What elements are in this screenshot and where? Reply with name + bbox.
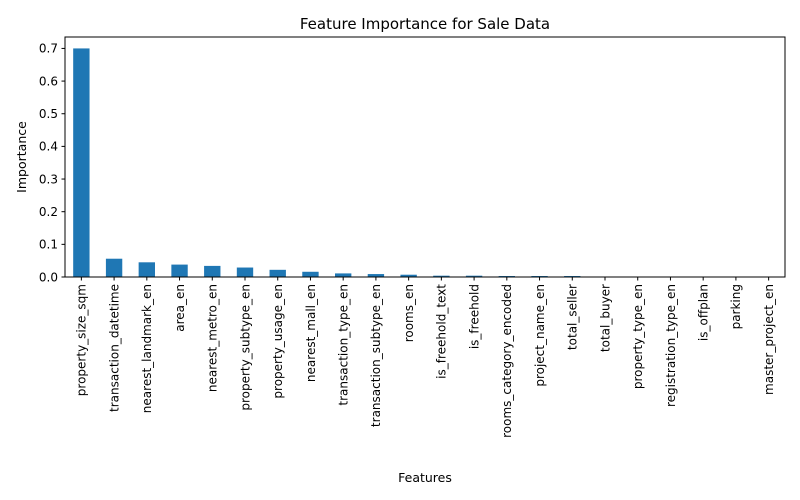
bar-property-usage-en xyxy=(269,269,286,277)
x-tick-label: transaction_subtype_en xyxy=(369,284,383,427)
x-tick-label: master_project_en xyxy=(762,284,776,395)
bar-property-size-sqm xyxy=(73,48,90,277)
bar-transaction-type-en xyxy=(335,273,352,277)
bar-transaction-subtype-en xyxy=(367,274,385,277)
x-tick-label: is_freehold_text xyxy=(435,284,449,379)
x-tick-label: property_usage_en xyxy=(271,284,285,399)
x-tick-label: nearest_mall_en xyxy=(304,284,318,382)
x-tick-label: registration_type_en xyxy=(664,284,678,407)
chart-title: Feature Importance for Sale Data xyxy=(300,15,550,33)
x-tick-label: is_offplan xyxy=(696,284,710,341)
x-tick-label: rooms_en xyxy=(402,284,416,342)
y-tick-label: 0.3 xyxy=(39,172,58,186)
x-tick-label: property_type_en xyxy=(631,284,645,389)
x-tick-label: property_subtype_en xyxy=(238,284,252,411)
bar-area-en xyxy=(171,264,188,277)
x-tick-label: nearest_metro_en xyxy=(206,284,220,392)
x-axis: property_size_sqm transaction_datetime nea… xyxy=(75,277,776,438)
y-axis-label: Importance xyxy=(14,121,29,193)
x-tick-label: is_freehold xyxy=(467,284,481,349)
bar-rooms-en xyxy=(400,274,417,277)
x-tick-label: property_size_sqm xyxy=(75,284,89,396)
plot-frame xyxy=(64,36,786,278)
x-tick-label: project_name_en xyxy=(533,284,547,387)
bar-transaction-datetime xyxy=(105,258,123,277)
y-tick-label: 0.7 xyxy=(39,42,58,56)
x-tick-label: transaction_type_en xyxy=(336,284,350,406)
y-tick-label: 0.5 xyxy=(39,107,58,121)
y-tick-label: 0.2 xyxy=(39,205,58,219)
bar-nearest-metro-en xyxy=(204,265,221,277)
bar-nearest-mall-en xyxy=(302,271,319,277)
x-tick-label: total_seller xyxy=(566,284,580,350)
x-tick-label: rooms_category_encoded xyxy=(500,284,514,438)
y-tick-label: 0.0 xyxy=(39,270,58,284)
y-tick-label: 0.1 xyxy=(39,238,58,252)
x-tick-label: parking xyxy=(729,284,743,329)
bar-nearest-landmark-en xyxy=(138,262,155,277)
x-axis-label: Features xyxy=(398,470,452,485)
x-tick-label: nearest_landmark_en xyxy=(140,284,154,413)
x-tick-label: transaction_datetime xyxy=(107,284,121,412)
y-axis: 0.0 0.1 0.2 0.3 0.4 0.5 0.6 0.7 xyxy=(39,42,65,284)
bars xyxy=(73,48,777,277)
bar-is-freehold xyxy=(465,275,483,277)
bar-property-subtype-en xyxy=(236,267,254,277)
bar-is-freehold-text xyxy=(433,275,450,277)
y-tick-label: 0.4 xyxy=(39,140,58,154)
x-tick-label: total_buyer xyxy=(598,284,612,352)
x-tick-label: area_en xyxy=(173,284,187,332)
y-tick-label: 0.6 xyxy=(39,74,58,88)
